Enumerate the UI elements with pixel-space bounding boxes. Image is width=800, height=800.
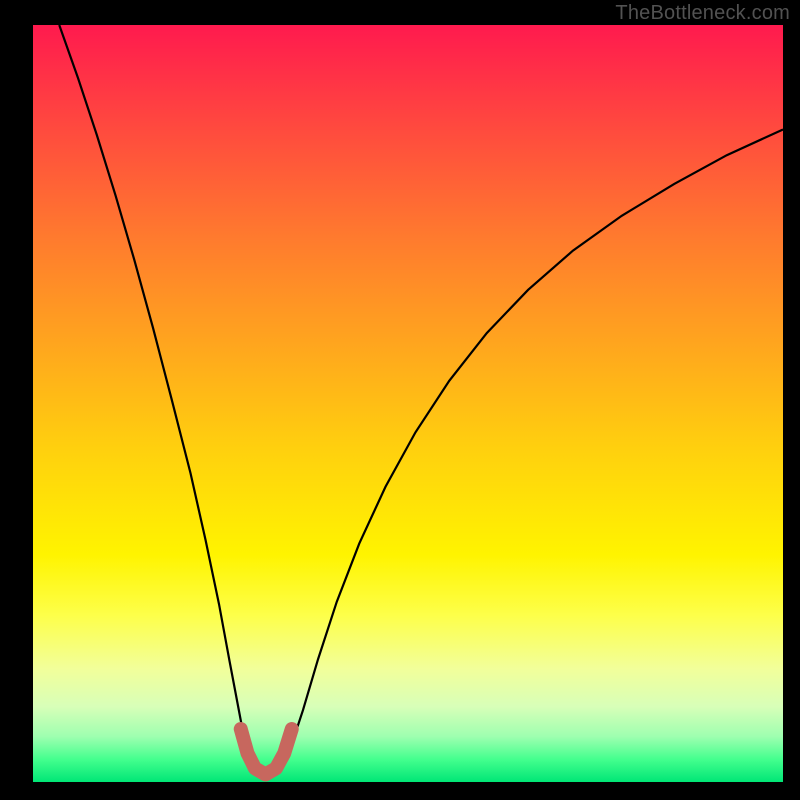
valley-marker <box>241 729 292 774</box>
watermark-text: TheBottleneck.com <box>615 2 790 25</box>
bottleneck-curve <box>59 25 783 778</box>
chart-overlay-svg <box>0 0 800 800</box>
